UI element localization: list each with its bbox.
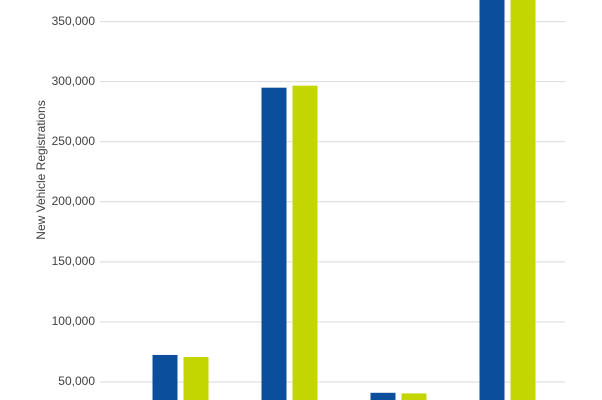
bar xyxy=(479,0,505,400)
bars xyxy=(152,0,536,400)
y-tick-label: 150,000 xyxy=(52,254,96,268)
y-tick-label: 200,000 xyxy=(52,194,96,208)
bar xyxy=(510,0,536,400)
bar xyxy=(401,393,427,400)
y-tick-label: 350,000 xyxy=(52,14,96,28)
bar xyxy=(152,354,178,400)
bar xyxy=(183,356,209,400)
y-tick-label: 250,000 xyxy=(52,134,96,148)
bar xyxy=(261,87,287,400)
y-tick-label: 50,000 xyxy=(58,374,95,388)
y-tick-label: 100,000 xyxy=(52,314,96,328)
y-axis-label: New Vehicle Registrations xyxy=(34,100,48,239)
y-tick-label: 300,000 xyxy=(52,74,96,88)
bar xyxy=(370,392,396,400)
bar xyxy=(292,85,318,400)
